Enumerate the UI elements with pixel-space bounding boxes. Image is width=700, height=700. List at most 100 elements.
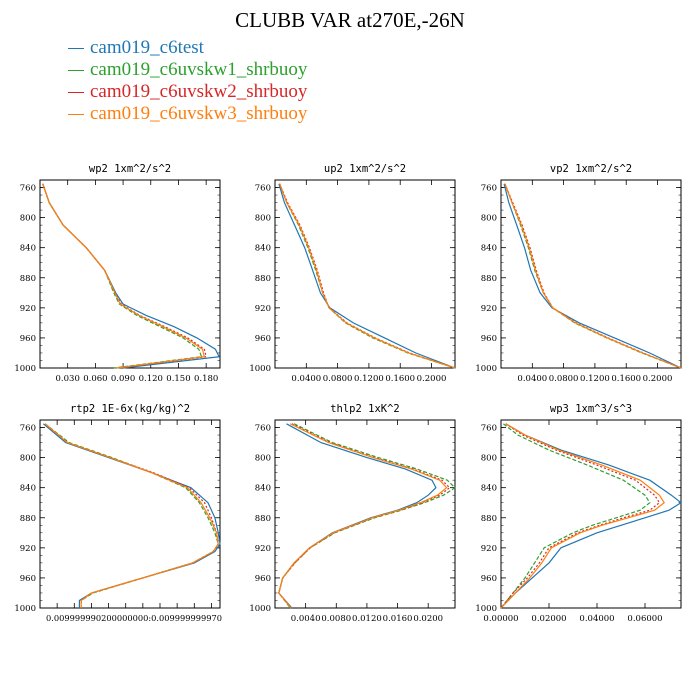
- y-tick-label: 920: [255, 304, 271, 314]
- series-line: [279, 183, 456, 369]
- series-line: [504, 183, 682, 369]
- x-tick-label: 0.0400: [291, 374, 321, 384]
- series-line: [503, 183, 682, 369]
- y-tick-label: 800: [481, 214, 497, 224]
- y-tick-label: 760: [255, 184, 271, 194]
- x-tick-label: 0.0040: [291, 614, 321, 624]
- chart-panel: wp2 1xm^2/s^2 760 800 840 880 920 960 1000 0.030…: [14, 163, 221, 384]
- plot-frame: [500, 419, 682, 609]
- plot-frame: [500, 179, 682, 369]
- series-line: [42, 183, 221, 369]
- panel-title: up2 1xm^2/s^2: [324, 163, 406, 175]
- legend-item: cam019_c6uvskw3_shrbuoy: [68, 103, 307, 125]
- x-tick-label: 0.120: [139, 374, 163, 384]
- y-tick-label: 880: [20, 514, 36, 524]
- plot-frame: [274, 419, 456, 609]
- legend-label: cam019_c6uvskw1_shrbuoy: [90, 59, 308, 80]
- y-tick-label: 920: [481, 544, 497, 554]
- y-tick-label: 800: [20, 214, 36, 224]
- x-tick-label: 0.090: [111, 374, 135, 384]
- y-tick-label: 1000: [14, 364, 36, 374]
- y-tick-label: 840: [255, 484, 271, 494]
- y-tick-label: 960: [255, 574, 271, 584]
- chart-panel: wp3 1xm^3/s^3 760 800 840 880 920 960 10000.000…: [475, 403, 683, 624]
- x-tick-label: 0.0120: [352, 614, 382, 624]
- series-line: [504, 183, 682, 369]
- y-tick-label: 880: [481, 514, 497, 524]
- series-line: [42, 183, 206, 369]
- series-line: [278, 423, 456, 609]
- y-tick-label: 1000: [14, 604, 36, 614]
- x-tick-label: 0.0800: [549, 374, 579, 384]
- x-tick-label: 0.1200: [580, 374, 610, 384]
- y-tick-label: 1000: [475, 604, 497, 614]
- series-line: [500, 423, 661, 609]
- y-tick-label: 920: [481, 304, 497, 314]
- series-line: [278, 423, 451, 609]
- legend-label: cam019_c6test: [90, 37, 204, 58]
- legend: cam019_c6test cam019_c6uvskw1_shrbuoy ca…: [68, 37, 307, 125]
- series-line: [44, 423, 219, 608]
- plot-frame: [39, 179, 221, 369]
- legend-swatch: [68, 47, 84, 49]
- y-tick-label: 1000: [249, 604, 271, 614]
- panel-title: vp2 1xm^2/s^2: [550, 163, 632, 175]
- x-tick-label: 0.00000: [483, 614, 518, 624]
- y-tick-label: 960: [20, 574, 36, 584]
- x-tick-label: 0.060: [83, 374, 107, 384]
- legend-swatch: [68, 91, 84, 93]
- y-tick-label: 1000: [475, 364, 497, 374]
- series-line: [500, 423, 665, 609]
- y-tick-label: 920: [20, 304, 36, 314]
- y-tick-label: 920: [20, 544, 36, 554]
- x-tick-label: 0.0400: [517, 374, 547, 384]
- y-tick-label: 880: [20, 274, 36, 284]
- y-tick-label: 800: [20, 454, 36, 464]
- x-tick-label: 0.06000: [627, 614, 662, 624]
- series-line: [44, 423, 219, 608]
- legend-item: cam019_c6test: [68, 37, 307, 59]
- series-line: [279, 183, 456, 369]
- y-tick-label: 880: [255, 274, 271, 284]
- x-tick-label: 0.0080: [321, 614, 351, 624]
- y-tick-label: 960: [481, 334, 497, 344]
- y-tick-label: 760: [20, 184, 36, 194]
- y-tick-label: 760: [481, 184, 497, 194]
- panel-title: thlp2 1xK^2: [330, 403, 400, 415]
- y-tick-label: 800: [255, 454, 271, 464]
- series-line: [44, 423, 219, 608]
- x-tick-label: 0.150: [166, 374, 190, 384]
- series-line: [42, 183, 207, 369]
- legend-swatch: [68, 113, 84, 115]
- x-tick-label: 0.180: [194, 374, 218, 384]
- y-tick-label: 800: [481, 454, 497, 464]
- y-tick-label: 960: [481, 574, 497, 584]
- y-tick-label: 880: [255, 514, 271, 524]
- y-tick-label: 840: [20, 244, 36, 254]
- x-tick-label: 0.02000: [531, 614, 566, 624]
- x-tick-label: 0.1600: [611, 374, 641, 384]
- figure-title: CLUBB VAR at270E,-26N: [235, 8, 465, 32]
- y-tick-label: 840: [481, 484, 497, 494]
- plot-frame: [39, 419, 221, 609]
- series-line: [500, 423, 651, 609]
- y-tick-label: 840: [255, 244, 271, 254]
- x-tick-label: 0.030: [56, 374, 80, 384]
- series-line: [500, 423, 683, 609]
- series-line: [43, 423, 221, 608]
- series-line: [278, 423, 437, 609]
- chart-panel: up2 1xm^2/s^2 760 800 840 880 920 960 1000 0.040…: [249, 163, 456, 384]
- y-tick-label: 920: [255, 544, 271, 554]
- series-line: [278, 183, 456, 369]
- y-tick-label: 800: [255, 214, 271, 224]
- series-line: [504, 183, 682, 369]
- x-tick-label: 0.2000: [643, 374, 673, 384]
- chart-panel: vp2 1xm^2/s^2 760 800 840 880 920 960 1000 0.040…: [475, 163, 682, 384]
- x-tick-label: 0.1200: [354, 374, 384, 384]
- x-tick-label: 0.0800: [323, 374, 353, 384]
- y-tick-label: 880: [481, 274, 497, 284]
- y-tick-label: 960: [255, 334, 271, 344]
- x-tick-label: 0.009999990200000000:0.009999999970: [46, 614, 222, 624]
- legend-item: cam019_c6uvskw1_shrbuoy: [68, 59, 307, 81]
